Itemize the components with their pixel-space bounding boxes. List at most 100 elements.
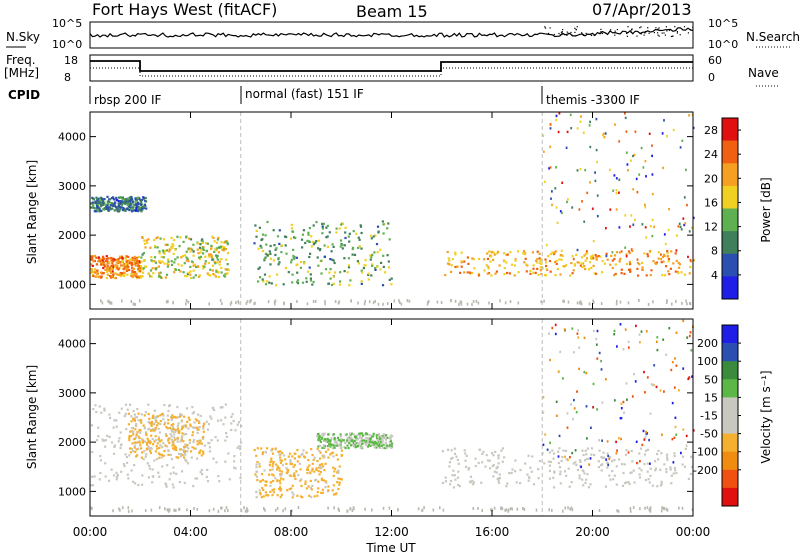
noise-cell bbox=[656, 336, 659, 339]
data-cell bbox=[155, 445, 158, 448]
data-cell bbox=[154, 450, 157, 453]
colorbar-block bbox=[722, 415, 738, 434]
data-cell bbox=[99, 471, 102, 475]
near-range-cell bbox=[364, 507, 366, 511]
data-cell bbox=[119, 201, 122, 205]
data-cell bbox=[453, 474, 456, 477]
data-cell bbox=[90, 484, 93, 487]
data-cell bbox=[157, 422, 160, 425]
data-cell bbox=[146, 443, 149, 446]
noise-cell bbox=[661, 433, 663, 436]
near-range-cell bbox=[290, 509, 293, 513]
data-cell bbox=[198, 274, 201, 277]
data-cell bbox=[552, 476, 555, 479]
nsearch-dot bbox=[676, 31, 678, 33]
noise-cell bbox=[649, 225, 652, 228]
data-cell bbox=[377, 435, 380, 438]
data-cell bbox=[456, 265, 459, 268]
near-range-cell bbox=[598, 508, 601, 512]
data-cell bbox=[349, 444, 352, 447]
colorbar-tick-label: 15 bbox=[704, 391, 718, 404]
data-cell bbox=[192, 264, 195, 267]
data-cell bbox=[257, 280, 260, 283]
data-cell bbox=[282, 478, 285, 481]
data-cell bbox=[137, 264, 140, 267]
data-cell bbox=[106, 204, 109, 207]
noise-cell bbox=[686, 203, 688, 207]
data-cell bbox=[113, 444, 116, 447]
data-cell bbox=[321, 446, 324, 449]
data-cell bbox=[536, 261, 539, 264]
nsearch-dot bbox=[544, 27, 547, 29]
near-range-cell bbox=[371, 508, 373, 512]
data-cell bbox=[548, 259, 552, 263]
data-cell bbox=[202, 437, 205, 440]
data-cell bbox=[227, 452, 230, 455]
data-cell bbox=[155, 458, 159, 461]
velocity-y-label: Slant Range [km] bbox=[25, 365, 39, 469]
data-cell bbox=[298, 462, 301, 465]
data-cell bbox=[614, 263, 617, 266]
data-cell bbox=[233, 466, 236, 469]
data-cell bbox=[284, 244, 287, 247]
data-cell bbox=[215, 241, 218, 244]
data-cell bbox=[669, 468, 672, 471]
data-cell bbox=[683, 273, 686, 276]
data-cell bbox=[198, 439, 201, 442]
near-range-cell bbox=[109, 301, 112, 305]
data-cell bbox=[573, 263, 576, 266]
noise-cell bbox=[679, 146, 682, 149]
data-cell bbox=[116, 199, 119, 202]
data-cell bbox=[293, 472, 296, 475]
data-cell bbox=[514, 470, 517, 473]
data-cell bbox=[260, 246, 263, 249]
nsearch-dot bbox=[549, 27, 551, 29]
nave-trace bbox=[90, 67, 693, 77]
data-cell bbox=[160, 439, 163, 442]
nsearch-dot bbox=[599, 32, 601, 34]
data-cell bbox=[278, 453, 281, 456]
data-cell bbox=[129, 403, 132, 406]
data-cell bbox=[128, 454, 131, 457]
noise-cell bbox=[692, 216, 695, 220]
data-cell bbox=[174, 446, 178, 449]
data-cell bbox=[125, 461, 129, 464]
data-cell bbox=[136, 441, 139, 444]
data-cell bbox=[175, 456, 178, 459]
data-cell bbox=[130, 202, 133, 205]
near-range-cell bbox=[571, 508, 574, 512]
noise-cell bbox=[618, 191, 620, 194]
noise-cell bbox=[674, 357, 676, 360]
noise-cell bbox=[549, 123, 552, 126]
data-cell bbox=[390, 277, 393, 280]
date-label: 07/Apr/2013 bbox=[592, 0, 692, 19]
data-cell bbox=[341, 222, 344, 225]
data-cell bbox=[166, 427, 169, 430]
data-cell bbox=[384, 271, 387, 274]
data-cell bbox=[152, 272, 155, 275]
data-cell bbox=[171, 417, 174, 420]
data-cell bbox=[110, 266, 113, 269]
noise-cell bbox=[576, 332, 579, 335]
near-range-cell bbox=[400, 302, 403, 306]
data-cell bbox=[605, 252, 608, 255]
data-cell bbox=[547, 460, 550, 463]
near-range-cell bbox=[421, 508, 424, 512]
noise-cell bbox=[616, 345, 618, 348]
noise-cell bbox=[678, 222, 681, 225]
data-cell bbox=[132, 417, 135, 420]
data-cell bbox=[137, 255, 140, 258]
noise-cell bbox=[566, 426, 569, 429]
noise-cell bbox=[609, 168, 611, 172]
data-cell bbox=[262, 488, 265, 492]
data-cell bbox=[170, 438, 173, 441]
data-cell bbox=[118, 273, 121, 276]
data-cell bbox=[279, 496, 282, 499]
data-cell bbox=[141, 271, 145, 274]
data-cell bbox=[174, 430, 177, 434]
data-cell bbox=[187, 271, 190, 274]
noise-cell bbox=[688, 114, 690, 117]
data-cell bbox=[133, 418, 136, 421]
near-range-cell bbox=[246, 507, 248, 511]
data-cell bbox=[186, 274, 189, 278]
